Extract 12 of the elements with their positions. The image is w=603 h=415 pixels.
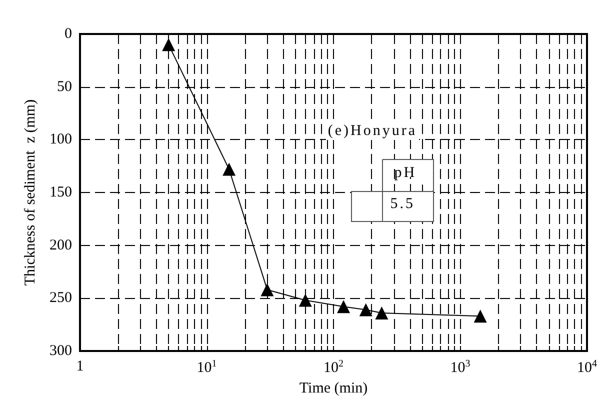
y-tick-label: 200 — [50, 237, 72, 254]
y-tick-label: 50 — [57, 78, 72, 95]
annotation: 5.5 — [390, 196, 415, 214]
y-tick-label: 0 — [64, 26, 72, 42]
annotation: (e)Honyura — [326, 122, 420, 140]
y-tick-label: 100 — [50, 132, 72, 148]
y-tick-label: 250 — [50, 290, 72, 306]
y-tick-label: 300 — [50, 343, 72, 359]
x-axis-title: Time (min) — [299, 380, 368, 396]
y-tick-label: 150 — [50, 184, 72, 200]
y-axis-title: Thickness of sediment z (mm) — [22, 99, 38, 286]
x-tick-label: 1 — [76, 358, 84, 374]
